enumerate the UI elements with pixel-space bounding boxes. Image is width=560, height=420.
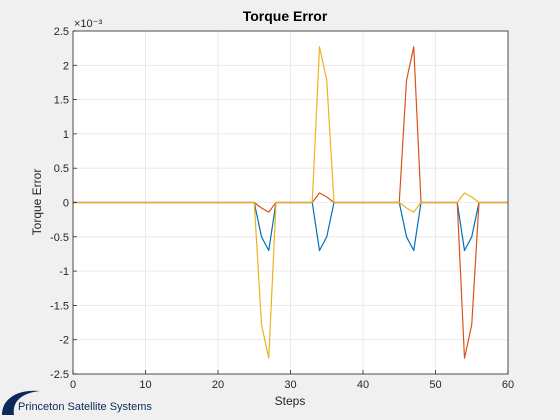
y-axis-label: Torque Error [30, 169, 44, 236]
y-tick-label: 2.5 [54, 26, 69, 38]
y-tick-label: 0.5 [54, 163, 69, 175]
x-tick-label: 50 [429, 379, 441, 391]
ticks: 0 10 20 30 40 50 60 -2.5 -2 -1.5 -1 -0.5 0 0.5 1 1.5 2 2.… [50, 26, 514, 391]
series-group [73, 46, 508, 359]
x-tick-label: 30 [284, 379, 296, 391]
y-exponent-label: ×10⁻³ [74, 18, 102, 30]
series-line-3 [73, 46, 508, 359]
x-tick-label: 20 [212, 379, 224, 391]
y-tick-label: -2 [59, 335, 69, 347]
y-tick-label: 1 [63, 129, 69, 141]
y-tick-label: -1 [59, 266, 69, 278]
y-tick-label: -0.5 [50, 232, 69, 244]
princeton-satellite-systems-logo [2, 390, 40, 415]
x-tick-label: 40 [357, 379, 369, 391]
x-axis-label: Steps [275, 394, 306, 408]
x-tick-label: 10 [139, 379, 151, 391]
x-tick-label: 60 [502, 379, 514, 391]
logo-text: Princeton Satellite Systems [18, 401, 152, 413]
y-tick-label: 1.5 [54, 95, 69, 107]
y-tick-label: -2.5 [50, 369, 69, 381]
logo-swoosh-icon [2, 390, 40, 415]
y-tick-label: 2 [63, 60, 69, 72]
y-tick-label: -1.5 [50, 300, 69, 312]
y-tick-label: 0 [63, 198, 69, 210]
x-tick-label: 0 [70, 379, 76, 391]
chart-title: Torque Error [243, 8, 328, 24]
